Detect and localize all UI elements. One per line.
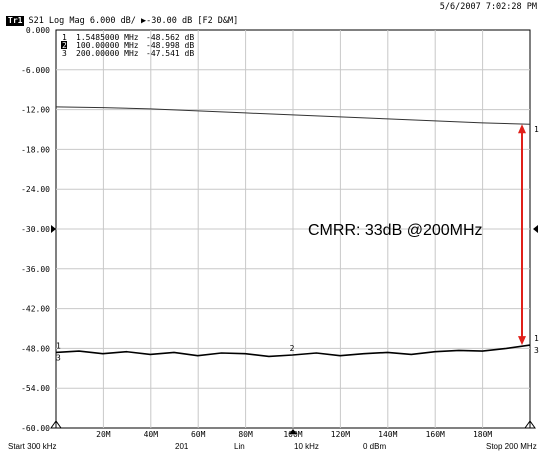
x-tick-label: 60M bbox=[191, 430, 206, 439]
footer-power: 0 dBm bbox=[363, 442, 387, 451]
cmrr-arrow-head-top bbox=[518, 124, 526, 134]
reference-arrow-right bbox=[533, 225, 538, 233]
y-tick-label: 0.000 bbox=[26, 26, 50, 35]
footer-ifbw: 10 kHz bbox=[294, 442, 319, 451]
x-tick-label: 20M bbox=[96, 430, 111, 439]
y-tick-label: -42.00 bbox=[21, 305, 50, 314]
footer-sweep: Lin bbox=[234, 442, 245, 451]
stop-triangle bbox=[524, 420, 536, 429]
marker-number: 3 bbox=[62, 49, 67, 58]
footer-stop: Stop 200 MHz bbox=[486, 442, 537, 451]
footer-start: Start 300 kHz bbox=[8, 442, 57, 451]
x-tick-label: 120M bbox=[331, 430, 350, 439]
marker-value: -48.562 dB bbox=[146, 33, 194, 42]
marker-label: 3 bbox=[534, 346, 539, 355]
footer-bar: Start 300 kHz 201 Lin 10 kHz 0 dBm Stop … bbox=[0, 441, 540, 455]
trace-badge[interactable]: Tr1 bbox=[6, 16, 25, 26]
active-marker-box bbox=[61, 41, 67, 49]
y-tick-label: -6.000 bbox=[21, 66, 50, 75]
timestamp: 5/6/2007 7:02:28 PM bbox=[439, 2, 537, 12]
x-tick-label: 160M bbox=[426, 430, 445, 439]
marker-value: -47.541 dB bbox=[146, 49, 194, 58]
y-tick-label: -24.00 bbox=[21, 185, 50, 194]
y-tick-label: -48.00 bbox=[21, 344, 50, 353]
x-tick-label: 140M bbox=[378, 430, 397, 439]
cmrr-arrow-head-bottom bbox=[518, 336, 526, 346]
y-tick-label: -60.00 bbox=[21, 424, 50, 433]
marker-label: 1 bbox=[534, 334, 539, 343]
x-tick-label: 40M bbox=[144, 430, 159, 439]
trace-info: S21 Log Mag 6.000 dB/ ▶-30.00 dB [F2 D&M… bbox=[28, 16, 239, 26]
trace-header: Tr1 S21 Log Mag 6.000 dB/ ▶-30.00 dB [F2… bbox=[6, 16, 238, 26]
reference-arrow-left bbox=[51, 225, 56, 233]
series-line-2 bbox=[55, 344, 531, 358]
marker-frequency: 1.5485000 MHz bbox=[76, 33, 139, 42]
marker-frequency: 200.00000 MHz bbox=[76, 49, 139, 58]
y-tick-label: -36.00 bbox=[21, 265, 50, 274]
marker-value: -48.998 dB bbox=[146, 41, 194, 50]
x-tick-label: 100M bbox=[283, 430, 302, 439]
start-triangle bbox=[50, 420, 62, 429]
x-tick-label: 80M bbox=[238, 430, 253, 439]
marker-label: 1 bbox=[534, 125, 539, 134]
series-line-1 bbox=[55, 106, 531, 125]
cmrr-annotation: CMRR: 33dB @200MHz bbox=[308, 222, 483, 239]
y-tick-label: -12.00 bbox=[21, 106, 50, 115]
y-tick-label: -18.00 bbox=[21, 145, 50, 154]
marker-number: 1 bbox=[62, 33, 67, 42]
y-tick-label: -54.00 bbox=[21, 384, 50, 393]
marker-frequency: 100.00000 MHz bbox=[76, 41, 139, 50]
y-tick-label: -30.00 bbox=[21, 225, 50, 234]
marker-label: 1 bbox=[56, 341, 61, 350]
marker-label: 2 bbox=[290, 344, 295, 353]
x-tick-label: 180M bbox=[473, 430, 492, 439]
footer-points: 201 bbox=[175, 442, 189, 451]
marker-label: 3 bbox=[56, 353, 61, 362]
marker-number: 2 bbox=[62, 41, 67, 50]
center-marker-pointer bbox=[289, 429, 297, 434]
